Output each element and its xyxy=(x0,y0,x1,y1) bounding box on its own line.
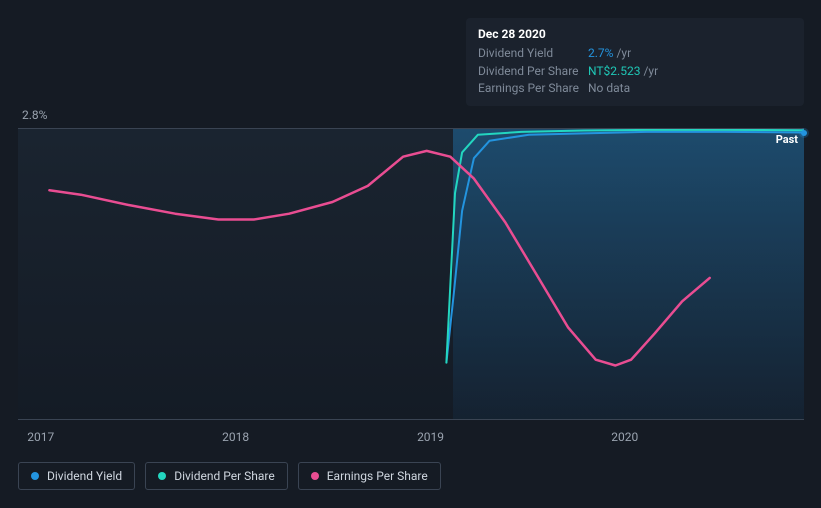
x-axis-tick: 2020 xyxy=(611,430,638,444)
y-axis-max-label: 2.8% xyxy=(22,108,47,122)
legend-label: Earnings Per Share xyxy=(327,469,428,483)
legend-label: Dividend Per Share xyxy=(174,469,275,483)
chart-container: Dec 28 2020 Dividend Yield 2.7% /yr Divi… xyxy=(0,0,821,508)
legend-swatch-icon xyxy=(31,472,39,480)
legend-swatch-icon xyxy=(311,472,319,480)
tooltip-unit: /yr xyxy=(643,63,658,80)
line-series-svg xyxy=(18,129,804,421)
x-axis-tick: 2018 xyxy=(222,430,249,444)
legend-item[interactable]: Dividend Yield xyxy=(18,462,135,490)
current-value-dot xyxy=(801,130,807,136)
plot-region[interactable]: Past xyxy=(18,128,804,420)
legend-item[interactable]: Earnings Per Share xyxy=(298,462,441,490)
tooltip-value: 2.7% xyxy=(588,45,613,62)
x-axis-tick: 2017 xyxy=(27,430,54,444)
legend-label: Dividend Yield xyxy=(47,469,122,483)
legend: Dividend Yield Dividend Per Share Earnings… xyxy=(18,462,441,490)
x-axis-tick: 2019 xyxy=(417,430,444,444)
tooltip-date: Dec 28 2020 xyxy=(478,26,792,43)
tooltip-row-eps: Earnings Per Share No data xyxy=(478,80,792,97)
tooltip-row-yield: Dividend Yield 2.7% /yr xyxy=(478,45,792,62)
tooltip-unit: /yr xyxy=(616,45,631,62)
tooltip-label: Dividend Per Share xyxy=(478,63,588,80)
legend-item[interactable]: Dividend Per Share xyxy=(145,462,288,490)
tooltip-value: No data xyxy=(588,80,630,97)
legend-swatch-icon xyxy=(158,472,166,480)
tooltip-label: Dividend Yield xyxy=(478,45,588,62)
tooltip-label: Earnings Per Share xyxy=(478,80,588,97)
chart-area[interactable]: 2.8% 0% Past 2017201820192020 xyxy=(18,100,804,420)
tooltip-row-dps: Dividend Per Share NT$2.523 /yr xyxy=(478,63,792,80)
hover-tooltip: Dec 28 2020 Dividend Yield 2.7% /yr Divi… xyxy=(466,18,804,106)
tooltip-value: NT$2.523 xyxy=(588,63,640,80)
